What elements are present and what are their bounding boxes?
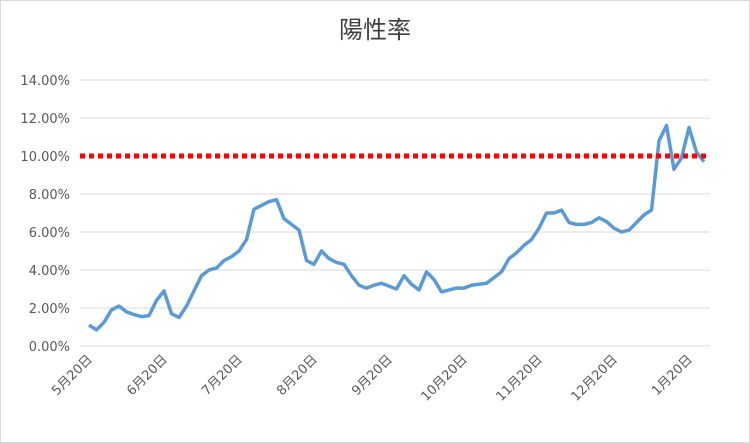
y-tick-label: 14.00% — [20, 74, 70, 89]
y-tick-label: 10.00% — [20, 150, 70, 165]
y-tick-label: 2.00% — [29, 302, 70, 317]
y-tick-label: 0.00% — [29, 340, 70, 355]
y-tick-label: 6.00% — [29, 226, 70, 241]
chart-title: 陽性率 — [339, 16, 411, 44]
y-tick-label: 8.00% — [29, 188, 70, 203]
y-tick-label: 4.00% — [29, 264, 70, 279]
data-line — [88, 123, 706, 332]
y-tick-label: 12.00% — [20, 112, 70, 127]
